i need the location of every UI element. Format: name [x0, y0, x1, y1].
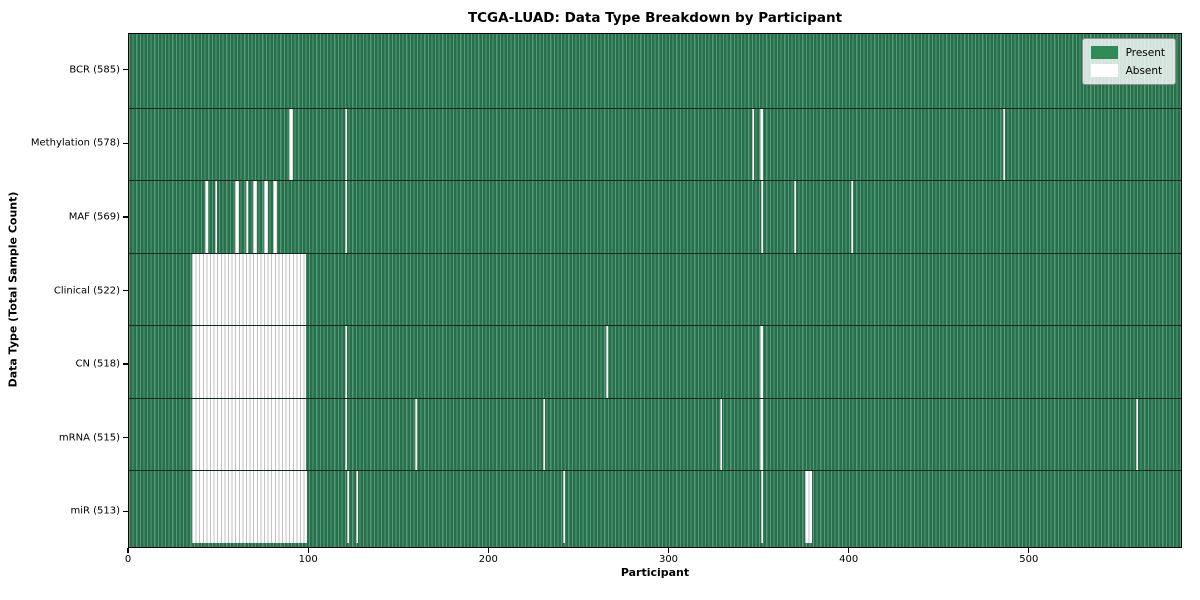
y-tick-mark	[123, 142, 128, 144]
legend-swatch-absent-icon	[1090, 64, 1118, 77]
absent-segment	[761, 471, 764, 543]
y-tick-mark	[123, 437, 128, 439]
y-tick-label: CN (518)	[75, 358, 120, 370]
y-tick-label: BCR (585)	[69, 64, 120, 76]
absent-segment	[851, 181, 854, 253]
absent-segment	[752, 108, 755, 181]
absent-segment	[563, 471, 565, 543]
x-tick-mark	[487, 548, 489, 553]
absent-segment	[345, 326, 347, 398]
heatmap-row-bcr	[129, 34, 1181, 108]
absent-segment	[192, 398, 306, 471]
x-tick-label: 100	[298, 554, 318, 565]
x-axis-title: Participant	[620, 566, 690, 579]
y-tick-label: Clinical (522)	[53, 285, 120, 296]
absent-segment	[793, 181, 796, 253]
absent-segment	[1136, 398, 1138, 471]
x-tick-mark	[848, 548, 850, 553]
x-tick-label: 500	[1019, 554, 1039, 565]
absent-segment	[345, 108, 347, 181]
x-tick-label: 200	[478, 554, 498, 565]
x-tick-label: 300	[658, 554, 679, 565]
y-tick-label: MAF (569)	[68, 211, 120, 223]
absent-segment	[347, 471, 349, 543]
y-tick-mark	[123, 289, 128, 292]
absent-segment	[345, 181, 347, 253]
absent-segment	[253, 181, 257, 253]
y-tick-mark	[123, 216, 128, 218]
y-tick-mark	[123, 363, 128, 365]
x-tick-mark	[1028, 548, 1030, 553]
absent-segment	[761, 181, 764, 253]
absent-segment	[804, 471, 812, 543]
legend-swatch-present-icon	[1090, 46, 1118, 59]
x-tick-mark	[667, 548, 670, 553]
absent-segment	[759, 326, 764, 398]
absent-segment	[204, 181, 209, 253]
chart-title: TCGA-LUAD: Data Type Breakdown by Partic…	[467, 10, 843, 26]
absent-segment	[264, 181, 268, 253]
absent-segment	[246, 181, 248, 253]
absent-segment	[606, 326, 609, 398]
heatmap-row-methylation	[129, 107, 1181, 181]
y-tick-mark	[123, 510, 128, 512]
heatmap-row-cn	[129, 325, 1181, 398]
absent-segment	[543, 398, 546, 471]
y-tick-label: miR (513)	[70, 505, 120, 517]
legend: Present Absent	[1081, 38, 1176, 85]
legend-item-present: Present	[1090, 46, 1165, 59]
absent-segment	[345, 398, 347, 471]
absent-segment	[415, 398, 418, 471]
absent-segment	[759, 108, 764, 181]
heatmap-row-mir	[129, 470, 1181, 543]
x-tick-label: 400	[839, 554, 859, 565]
absent-segment	[235, 181, 239, 253]
absent-segment	[289, 108, 293, 181]
y-tick-label: Methylation (578)	[30, 137, 120, 149]
absent-segment	[192, 471, 308, 543]
absent-segment	[273, 181, 277, 253]
absent-segment	[192, 253, 306, 326]
absent-segment	[215, 181, 218, 253]
absent-segment	[192, 326, 306, 398]
heatmap-row-mrna	[129, 397, 1181, 471]
y-tick-mark	[123, 69, 128, 71]
x-tick-mark	[307, 548, 309, 553]
x-tick-label: 0	[124, 554, 132, 565]
absent-segment	[719, 398, 722, 471]
plot-area	[128, 33, 1182, 548]
absent-segment	[1002, 108, 1005, 181]
heatmap-row-clinical	[129, 252, 1181, 326]
legend-label: Absent	[1125, 64, 1163, 77]
absent-segment	[356, 471, 358, 543]
legend-label: Present	[1125, 46, 1165, 59]
heatmap-row-maf	[129, 180, 1181, 253]
legend-item-absent: Absent	[1090, 64, 1165, 77]
absent-segment	[759, 398, 764, 471]
y-tick-label: mRNA (515)	[58, 432, 120, 444]
x-tick-mark	[127, 548, 129, 553]
